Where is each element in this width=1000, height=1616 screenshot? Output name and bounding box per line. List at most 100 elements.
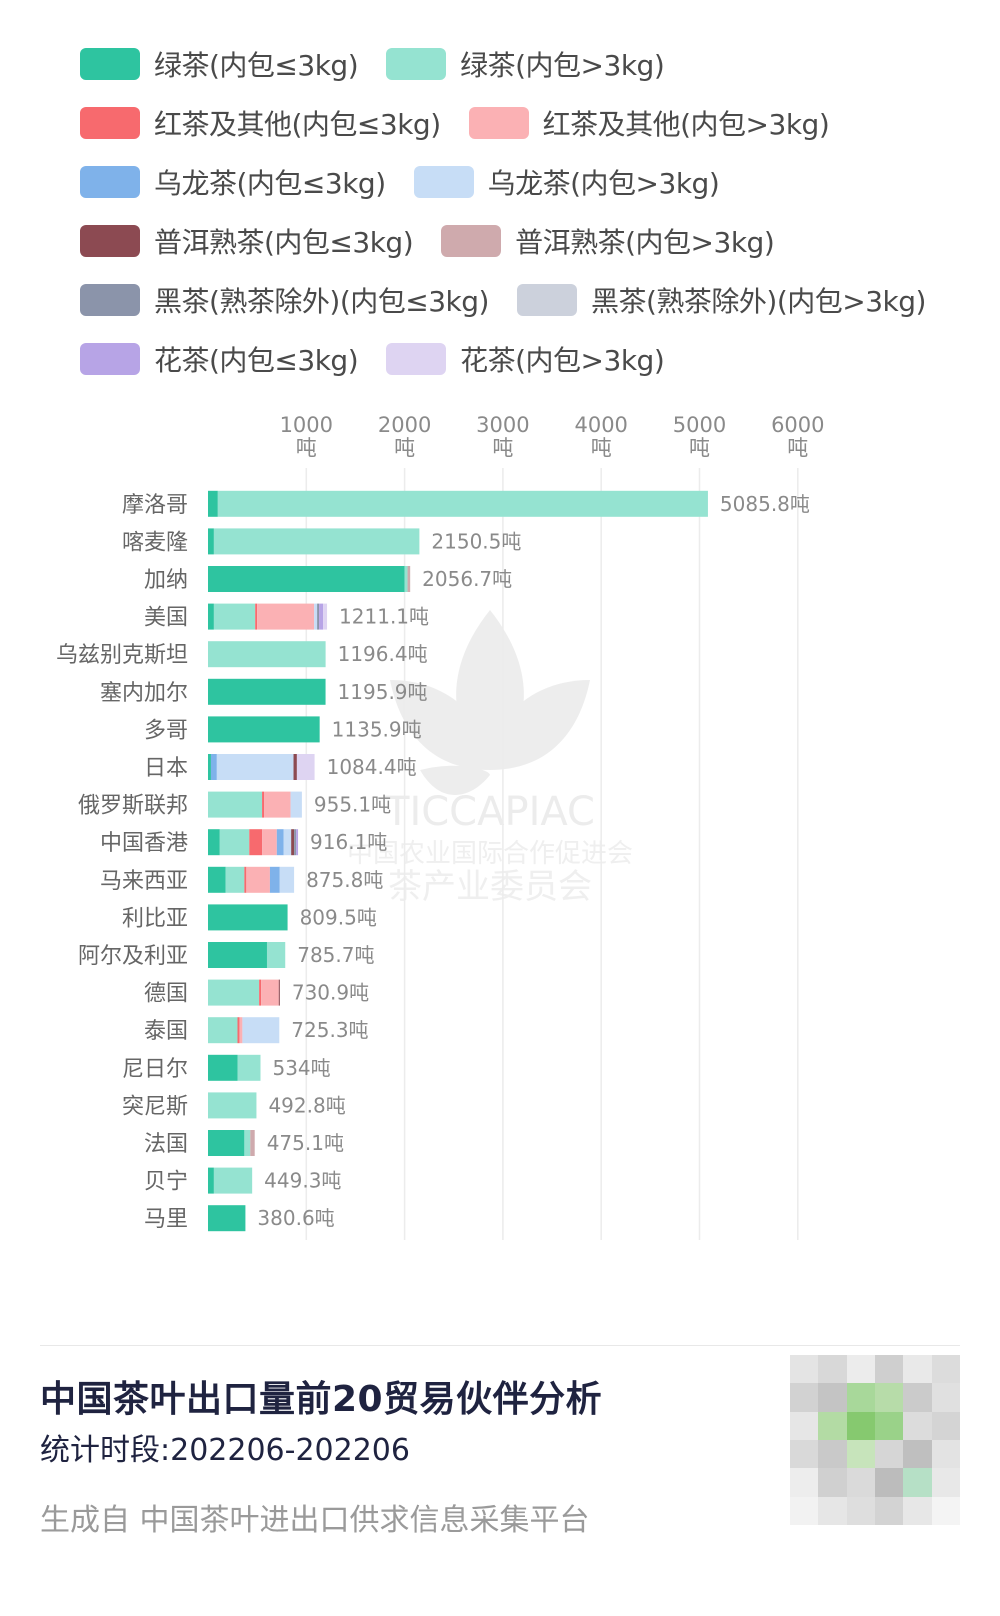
category-label: 日本 [144,756,188,781]
category-label: 法国 [144,1132,188,1157]
legend-item: 黑茶(熟茶除外)(内包≤3kg) [80,280,489,320]
bar-segment [319,603,324,630]
watermark-text-2: 中国农业国际合作促进会 [347,839,633,869]
watermark-text-3: 茶产业委员会 [388,867,592,907]
bar-value-label: 1084.4吨 [327,755,417,779]
legend-item: 普洱熟茶(内包≤3kg) [80,221,414,261]
bar-value-label: 380.6吨 [257,1206,334,1230]
bar-segment [262,791,265,818]
bar-value-label: 1195.9吨 [338,680,428,704]
category-label: 美国 [144,606,188,631]
qr-cell [846,1468,875,1497]
x-tick-unit: 吨 [492,436,513,460]
qr-cell [818,1496,847,1525]
bar-segment [237,1054,261,1081]
legend-item: 普洱熟茶(内包>3kg) [441,221,775,261]
qr-cell [790,1440,819,1469]
category-label: 贝宁 [144,1170,188,1195]
category-label: 俄罗斯联邦 [78,794,188,819]
bar-segment [278,979,280,1006]
bar-segment [244,1130,251,1156]
qr-cell [846,1355,875,1384]
qr-cell [931,1355,960,1384]
qr-cell [903,1440,932,1469]
bar-segment [314,603,318,630]
bar-value-label: 534吨 [272,1056,330,1080]
bar-segment [208,1167,214,1194]
bar-segment [208,1092,257,1119]
legend-item: 黑茶(熟茶除外)(内包>3kg) [516,280,926,320]
bar-segment [264,791,291,818]
legend-swatch [386,48,447,80]
bar-segment [225,866,245,893]
legend-swatch [441,225,502,257]
legend-swatch [80,343,140,375]
qr-cell [903,1383,932,1412]
qr-cell [846,1496,875,1525]
x-tick-label: 5000 [673,413,726,437]
qr-cell [875,1468,904,1497]
x-tick-label: 4000 [574,413,627,437]
qr-cell [931,1496,960,1525]
legend-label: 花茶(内包>3kg) [460,344,665,377]
legend-swatch [413,166,474,198]
bar-value-label: 916.1吨 [310,830,387,854]
bar-segment [291,829,295,856]
bar-segment [208,603,214,630]
bar-segment [323,603,328,630]
bar-segment [208,1054,238,1081]
bar-segment [208,979,260,1006]
bar-segment [208,866,226,893]
bar-segment [246,866,270,893]
chart-legend: 绿茶(内包≤3kg) 绿茶(内包>3kg) 红茶及其他(内包≤3kg) 红茶及其他(内… [80,48,960,402]
qr-cell [931,1411,960,1440]
legend-label: 绿茶(内包>3kg) [460,49,665,82]
legend-item: 花茶(内包>3kg) [386,339,665,379]
bar-value-label: 785.7吨 [297,943,374,967]
qr-cell [790,1468,819,1497]
bar-value-label: 1211.1吨 [339,605,429,629]
bar-segment [208,904,288,931]
legend-swatch [468,107,529,139]
legend-swatch [516,284,577,316]
data-source: 生成自 中国茶叶进出口供求信息采集平台 [40,1503,590,1538]
bar-value-label: 809.5吨 [300,905,377,929]
bar-segment [208,791,263,818]
qr-cell [790,1411,819,1440]
category-label: 摩洛哥 [122,493,188,518]
bar-segment [208,754,211,780]
legend-swatch [80,284,140,316]
qr-cell [790,1383,819,1412]
bar-value-label: 875.8吨 [306,868,383,892]
bar-segment [296,829,299,856]
qr-cell [846,1440,875,1469]
bar-segment [259,979,262,1006]
legend-item: 红茶及其他(内包≤3kg) [80,103,441,143]
x-tick-unit: 吨 [394,436,415,460]
qr-code-blurred [790,1355,960,1525]
footer-divider [40,1345,960,1346]
legend-swatch [386,343,447,375]
bar-segment [239,1017,243,1044]
qr-cell [790,1355,819,1384]
bar-segment [217,490,708,517]
legend-label: 红茶及其他(内包≤3kg) [154,108,441,141]
bar-segment [269,866,280,893]
bar-segment [208,942,267,968]
legend-row: 普洱熟茶(内包≤3kg) 普洱熟茶(内包>3kg) [80,225,960,259]
legend-label: 普洱熟茶(内包≤3kg) [154,226,414,259]
bar-segment [276,829,284,856]
x-tick-unit: 吨 [689,436,710,460]
bar-segment [283,829,292,856]
category-label: 中国香港 [100,831,188,856]
qr-cell [875,1440,904,1469]
bar-segment [266,942,286,968]
bar-segment [208,1017,238,1044]
bar-value-label: 955.1吨 [314,793,391,817]
bar-segment [213,528,420,555]
legend-row: 红茶及其他(内包≤3kg) 红茶及其他(内包>3kg) [80,107,960,141]
legend-item: 乌龙茶(内包≤3kg) [80,162,386,202]
legend-item: 绿茶(内包≤3kg) [80,44,359,84]
qr-cell [903,1468,932,1497]
